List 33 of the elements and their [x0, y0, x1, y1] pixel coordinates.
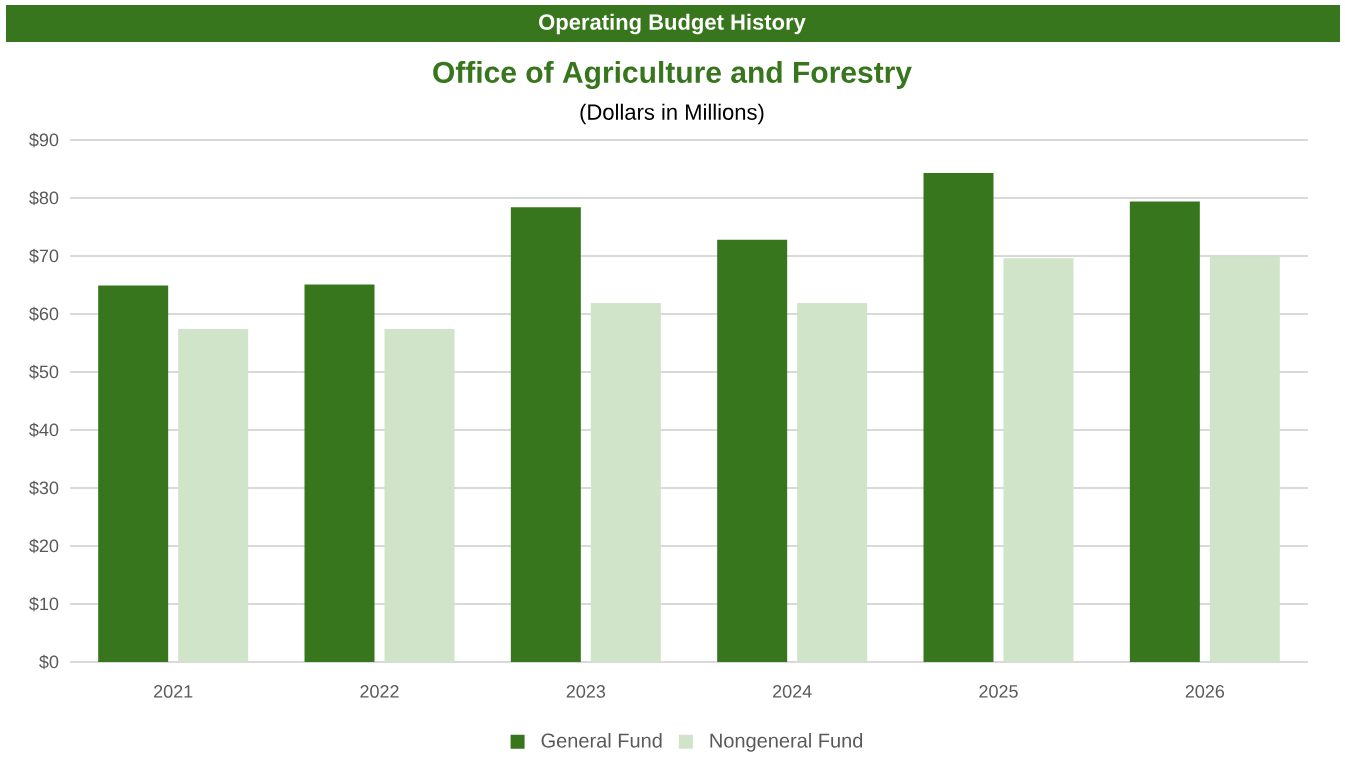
bar — [178, 329, 249, 662]
bar — [384, 329, 455, 662]
bar — [1209, 256, 1280, 662]
chart-title: Office of Agriculture and Forestry — [433, 60, 912, 90]
bar — [510, 207, 581, 662]
y-tick-label: $60 — [29, 306, 59, 322]
y-tick-label: $40 — [29, 422, 59, 438]
y-tick-label: $70 — [29, 248, 59, 264]
x-tick-label: 2021 — [154, 685, 193, 698]
bar — [797, 302, 868, 662]
bar — [590, 302, 661, 662]
x-tick-label: 2023 — [566, 685, 606, 698]
bar — [304, 284, 375, 662]
x-tick-label: 2026 — [1185, 685, 1225, 698]
bar — [1003, 258, 1074, 662]
bar — [923, 173, 994, 662]
legend-label: Nongeneral Fund — [710, 733, 863, 752]
y-tick-label: $10 — [29, 596, 59, 612]
text: Operating Budget History — [539, 13, 806, 35]
chart-subtitle: (Dollars in Millions) — [580, 103, 764, 125]
bar — [717, 239, 788, 662]
x-tick-label: 2025 — [979, 685, 1018, 698]
y-tick-label: $20 — [29, 538, 59, 554]
bar — [1129, 201, 1200, 662]
y-tick-label: $0 — [39, 654, 59, 670]
y-tick-label: $80 — [29, 190, 59, 206]
y-tick-label: $90 — [29, 132, 59, 148]
legend-label: General Fund — [541, 733, 662, 748]
x-tick-label: 2024 — [773, 685, 812, 698]
y-tick-label: $50 — [29, 364, 59, 380]
y-tick-label: $30 — [29, 480, 59, 496]
x-tick-label: 2022 — [360, 685, 399, 698]
bar — [98, 285, 169, 662]
